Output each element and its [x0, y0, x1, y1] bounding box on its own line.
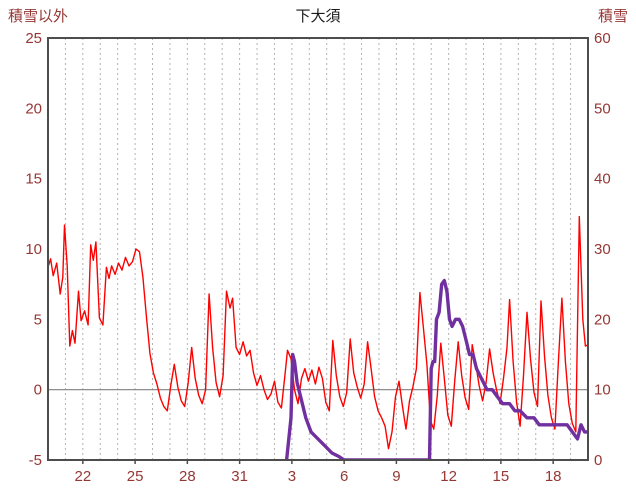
series-group [48, 215, 588, 460]
x-tick-label: 3 [288, 468, 296, 485]
left-tick-label: 20 [25, 100, 42, 117]
left-tick-label: 5 [34, 311, 42, 328]
chart-header: 積雪以外 下大須 積雪 [0, 6, 636, 28]
right-tick-label: 0 [594, 452, 602, 469]
x-tick-label: 15 [493, 468, 510, 485]
x-tick-label: 18 [545, 468, 562, 485]
left-axis-title: 積雪以外 [8, 8, 69, 25]
x-tick-label: 28 [179, 468, 196, 485]
plot-border [47, 37, 589, 461]
left-tick-label: 10 [25, 241, 42, 258]
right-tick-label: 10 [594, 382, 611, 399]
right-tick-label: 30 [594, 241, 611, 258]
x-tick-label: 12 [440, 468, 457, 485]
right-axis-title: 積雪 [597, 8, 628, 25]
left-tick-label: 15 [25, 171, 42, 188]
left-tick-label: 25 [25, 30, 42, 47]
x-tick-label: 6 [340, 468, 348, 485]
right-tick-label: 40 [594, 171, 611, 188]
x-tick-label: 22 [74, 468, 91, 485]
series-line-snow [284, 278, 588, 460]
x-tick-label: 9 [392, 468, 400, 485]
x-tick-label: 31 [231, 468, 248, 485]
chart-title: 下大須 [295, 8, 341, 25]
series-line-non-snow [48, 215, 588, 450]
right-tick-label: 60 [594, 30, 611, 47]
left-tick-label: 0 [34, 382, 42, 399]
x-tick-label: 25 [127, 468, 144, 485]
right-tick-label: 20 [594, 311, 611, 328]
right-tick-label: 50 [594, 100, 611, 117]
left-tick-label: -5 [29, 452, 42, 469]
